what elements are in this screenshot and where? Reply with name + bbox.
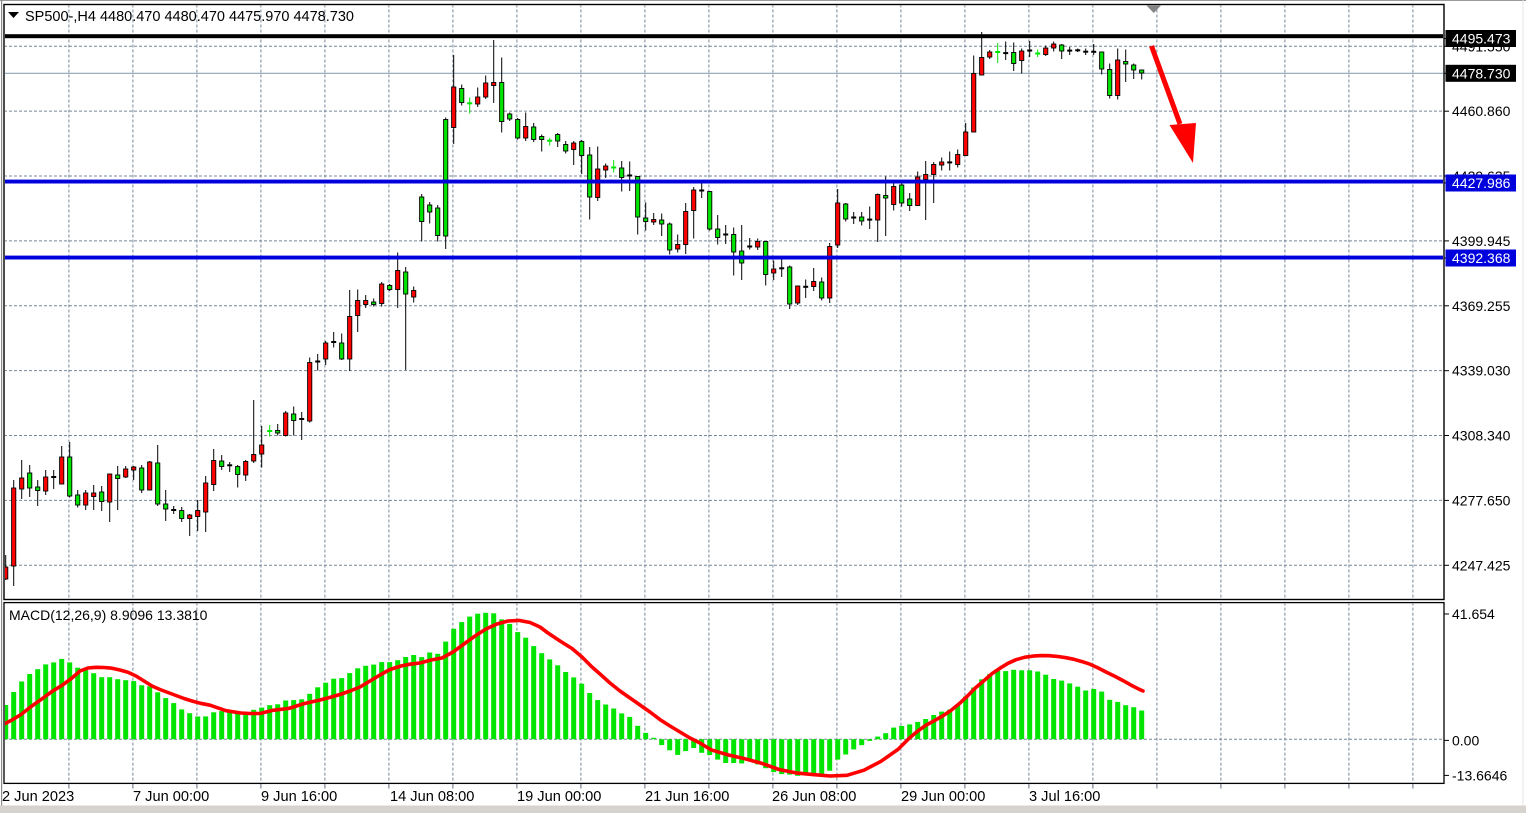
svg-text:0.00: 0.00 (1452, 732, 1479, 748)
svg-text:3 Jul 16:00: 3 Jul 16:00 (1029, 789, 1100, 805)
svg-text:9 Jun 16:00: 9 Jun 16:00 (261, 789, 337, 805)
svg-text:21 Jun 16:00: 21 Jun 16:00 (645, 789, 729, 805)
svg-text:4427.986: 4427.986 (1452, 175, 1511, 191)
svg-text:4247.425: 4247.425 (1452, 557, 1511, 573)
svg-text:41.654: 41.654 (1452, 606, 1495, 622)
svg-text:7 Jun 00:00: 7 Jun 00:00 (133, 789, 209, 805)
svg-text:4308.340: 4308.340 (1452, 428, 1511, 444)
svg-text:4369.255: 4369.255 (1452, 298, 1511, 314)
svg-text:4392.368: 4392.368 (1452, 250, 1511, 266)
svg-text:14 Jun 08:00: 14 Jun 08:00 (390, 789, 474, 805)
svg-text:4339.030: 4339.030 (1452, 363, 1511, 379)
svg-text:-13.6646: -13.6646 (1452, 767, 1507, 783)
svg-text:2 Jun 2023: 2 Jun 2023 (2, 789, 74, 805)
svg-text:26 Jun 08:00: 26 Jun 08:00 (772, 789, 856, 805)
svg-text:4277.650: 4277.650 (1452, 492, 1511, 508)
svg-text:4495.473: 4495.473 (1452, 31, 1511, 47)
svg-text:4399.945: 4399.945 (1452, 233, 1511, 249)
svg-text:19 Jun 00:00: 19 Jun 00:00 (517, 789, 601, 805)
svg-text:29 Jun 00:00: 29 Jun 00:00 (901, 789, 985, 805)
svg-text:4478.730: 4478.730 (1452, 65, 1511, 81)
svg-text:MACD(12,26,9) 8.9096 13.3810: MACD(12,26,9) 8.9096 13.3810 (9, 607, 208, 623)
svg-text:SP500-,H4 4480.470 4480.470 4: SP500-,H4 4480.470 4480.470 4475.970 447… (25, 9, 354, 25)
svg-text:4460.860: 4460.860 (1452, 103, 1511, 119)
